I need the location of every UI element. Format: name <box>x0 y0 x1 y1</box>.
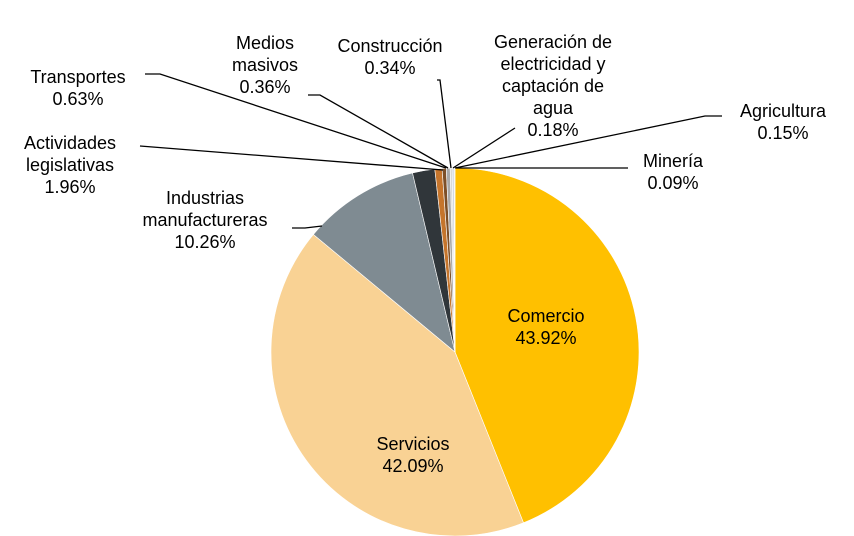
leader-line <box>139 145 444 171</box>
pie-slice <box>313 172 456 353</box>
value-label: 0.63% <box>52 89 104 109</box>
slice-label: Industrias manufactureras 10.26% <box>115 187 295 253</box>
leader-line <box>452 127 516 169</box>
slice-label: Medios masivos 0.36% <box>215 32 315 98</box>
leader-line <box>145 73 447 169</box>
value-label: 0.15% <box>757 123 809 143</box>
leader-line <box>437 79 452 169</box>
value-label: 42.09% <box>382 456 444 476</box>
leader-line <box>292 225 323 229</box>
category-label: Actividades legislativas <box>23 133 117 175</box>
value-label: 0.36% <box>239 77 291 97</box>
category-label: Servicios <box>376 434 450 454</box>
category-label: Agricultura <box>739 101 827 121</box>
value-label: 1.96% <box>44 177 96 197</box>
slice-label: Agricultura 0.15% <box>723 100 843 144</box>
value-label: 43.92% <box>515 328 577 348</box>
leader-line <box>308 94 449 169</box>
value-label: 10.26% <box>174 232 236 252</box>
slice-label: Construcción 0.34% <box>320 35 460 79</box>
slice-label: Actividades legislativas 1.96% <box>5 132 135 198</box>
slice-label: Transportes 0.63% <box>13 66 143 110</box>
category-label: Minería <box>642 151 704 171</box>
slice-label: Generación de electricidad y captación d… <box>483 31 623 141</box>
leader-lines <box>139 73 722 229</box>
slice-label: Servicios 42.09% <box>353 433 473 477</box>
value-label: 0.18% <box>527 120 579 140</box>
slice-label: Minería 0.09% <box>623 150 723 194</box>
value-label: 0.09% <box>647 173 699 193</box>
pie-slice <box>454 167 640 524</box>
category-label: Industrias manufactureras <box>142 188 268 230</box>
category-label: Generación de electricidad y captación d… <box>493 32 613 118</box>
leader-line <box>454 115 722 169</box>
slice-label: Comercio 43.92% <box>486 305 606 349</box>
value-label: 0.34% <box>364 58 416 78</box>
category-label: Comercio <box>507 306 585 326</box>
category-label: Medios masivos <box>231 33 298 75</box>
category-label: Construcción <box>337 36 443 56</box>
category-label: Transportes <box>30 67 126 87</box>
